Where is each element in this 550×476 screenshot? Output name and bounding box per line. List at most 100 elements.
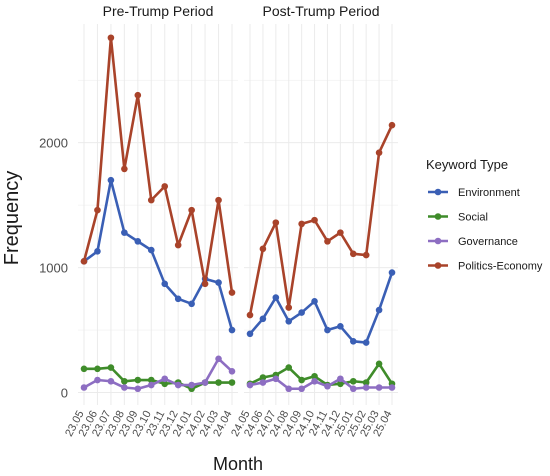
legend-key-point (434, 262, 442, 269)
legend-label: Environment (458, 187, 520, 199)
data-point (80, 258, 88, 265)
data-point (388, 384, 396, 391)
data-point (311, 372, 318, 380)
panel-background (244, 24, 398, 405)
data-point (298, 385, 305, 393)
data-point (94, 376, 101, 384)
data-point (94, 206, 101, 214)
data-point (161, 375, 169, 383)
data-point (272, 294, 280, 301)
data-point (188, 300, 195, 308)
data-point (201, 280, 209, 288)
x-axis-title: Month (213, 454, 263, 474)
data-point (107, 176, 115, 184)
y-tick-label: 0 (61, 386, 68, 401)
data-point (174, 241, 182, 249)
data-point (362, 339, 370, 346)
series-line-politics-economy (82, 36, 234, 293)
y-tick-label: 1000 (39, 261, 68, 276)
data-point (147, 196, 155, 204)
data-point (188, 381, 195, 389)
data-point (337, 375, 344, 383)
data-point (285, 385, 293, 393)
data-point (259, 245, 267, 253)
data-point (94, 248, 101, 255)
data-point (311, 298, 318, 305)
data-point (362, 251, 370, 259)
data-point (121, 377, 128, 385)
data-point (324, 382, 331, 390)
legend-label: Governance (458, 236, 518, 248)
data-point (337, 380, 344, 388)
data-point (201, 379, 209, 386)
legend-item: Governance (428, 236, 518, 248)
data-point (311, 377, 318, 385)
data-point (349, 385, 357, 393)
data-point (94, 365, 101, 373)
data-point (285, 318, 293, 325)
data-point (161, 380, 169, 388)
legend-label: Social (458, 212, 488, 224)
data-point (285, 364, 293, 371)
data-point (215, 196, 222, 204)
panel-1: Pre-Trump Period23.0523.0623.0723.0823.0… (63, 3, 238, 439)
legend-key-point (434, 188, 442, 196)
data-point (215, 355, 222, 363)
data-point (246, 311, 254, 319)
data-point (246, 381, 254, 389)
legend-title: Keyword Type (426, 157, 508, 172)
data-point (107, 364, 115, 371)
data-point (272, 375, 280, 383)
panel-background (78, 24, 238, 405)
data-point (362, 379, 370, 386)
legend-label: Politics-Economy (458, 261, 543, 273)
data-point (134, 376, 142, 384)
data-point (259, 315, 267, 323)
data-point (259, 374, 267, 381)
data-point (134, 91, 142, 99)
data-point (324, 326, 331, 334)
data-point (298, 309, 305, 316)
data-point (246, 330, 254, 338)
data-point (228, 326, 236, 334)
panel-title: Post-Trump Period (263, 3, 380, 19)
legend-key-point (434, 213, 442, 220)
data-point (147, 246, 155, 254)
data-point (147, 376, 155, 384)
data-point (215, 279, 222, 286)
data-point (161, 280, 169, 288)
data-point (272, 219, 280, 226)
data-point (121, 384, 128, 391)
legend-items: Environment Social Governance Politics-Econ… (428, 187, 543, 273)
data-point (107, 34, 115, 42)
series-line-politics-economy (248, 124, 394, 316)
legend-key-point (434, 237, 442, 245)
data-point (188, 206, 195, 214)
data-point (107, 377, 115, 385)
data-point (228, 289, 236, 296)
data-point (349, 250, 357, 258)
data-point (161, 183, 169, 190)
series-line-environment (249, 272, 394, 344)
data-point (388, 121, 396, 129)
data-point (375, 149, 383, 156)
data-point (388, 269, 396, 276)
data-point (228, 379, 236, 386)
data-point (80, 365, 88, 373)
y-tick-label: 2000 (39, 136, 68, 151)
data-point (228, 367, 236, 375)
data-point (134, 385, 142, 393)
data-point (121, 165, 128, 173)
data-point (349, 377, 357, 385)
data-point (147, 381, 155, 389)
panel-title: Pre-Trump Period (103, 3, 214, 19)
data-point (134, 238, 142, 245)
data-point (324, 238, 331, 245)
data-point (121, 229, 128, 236)
data-point (174, 295, 182, 303)
data-point (215, 379, 222, 386)
data-point (349, 337, 357, 345)
legend: Keyword Type Environment Social Governance… (426, 157, 543, 273)
